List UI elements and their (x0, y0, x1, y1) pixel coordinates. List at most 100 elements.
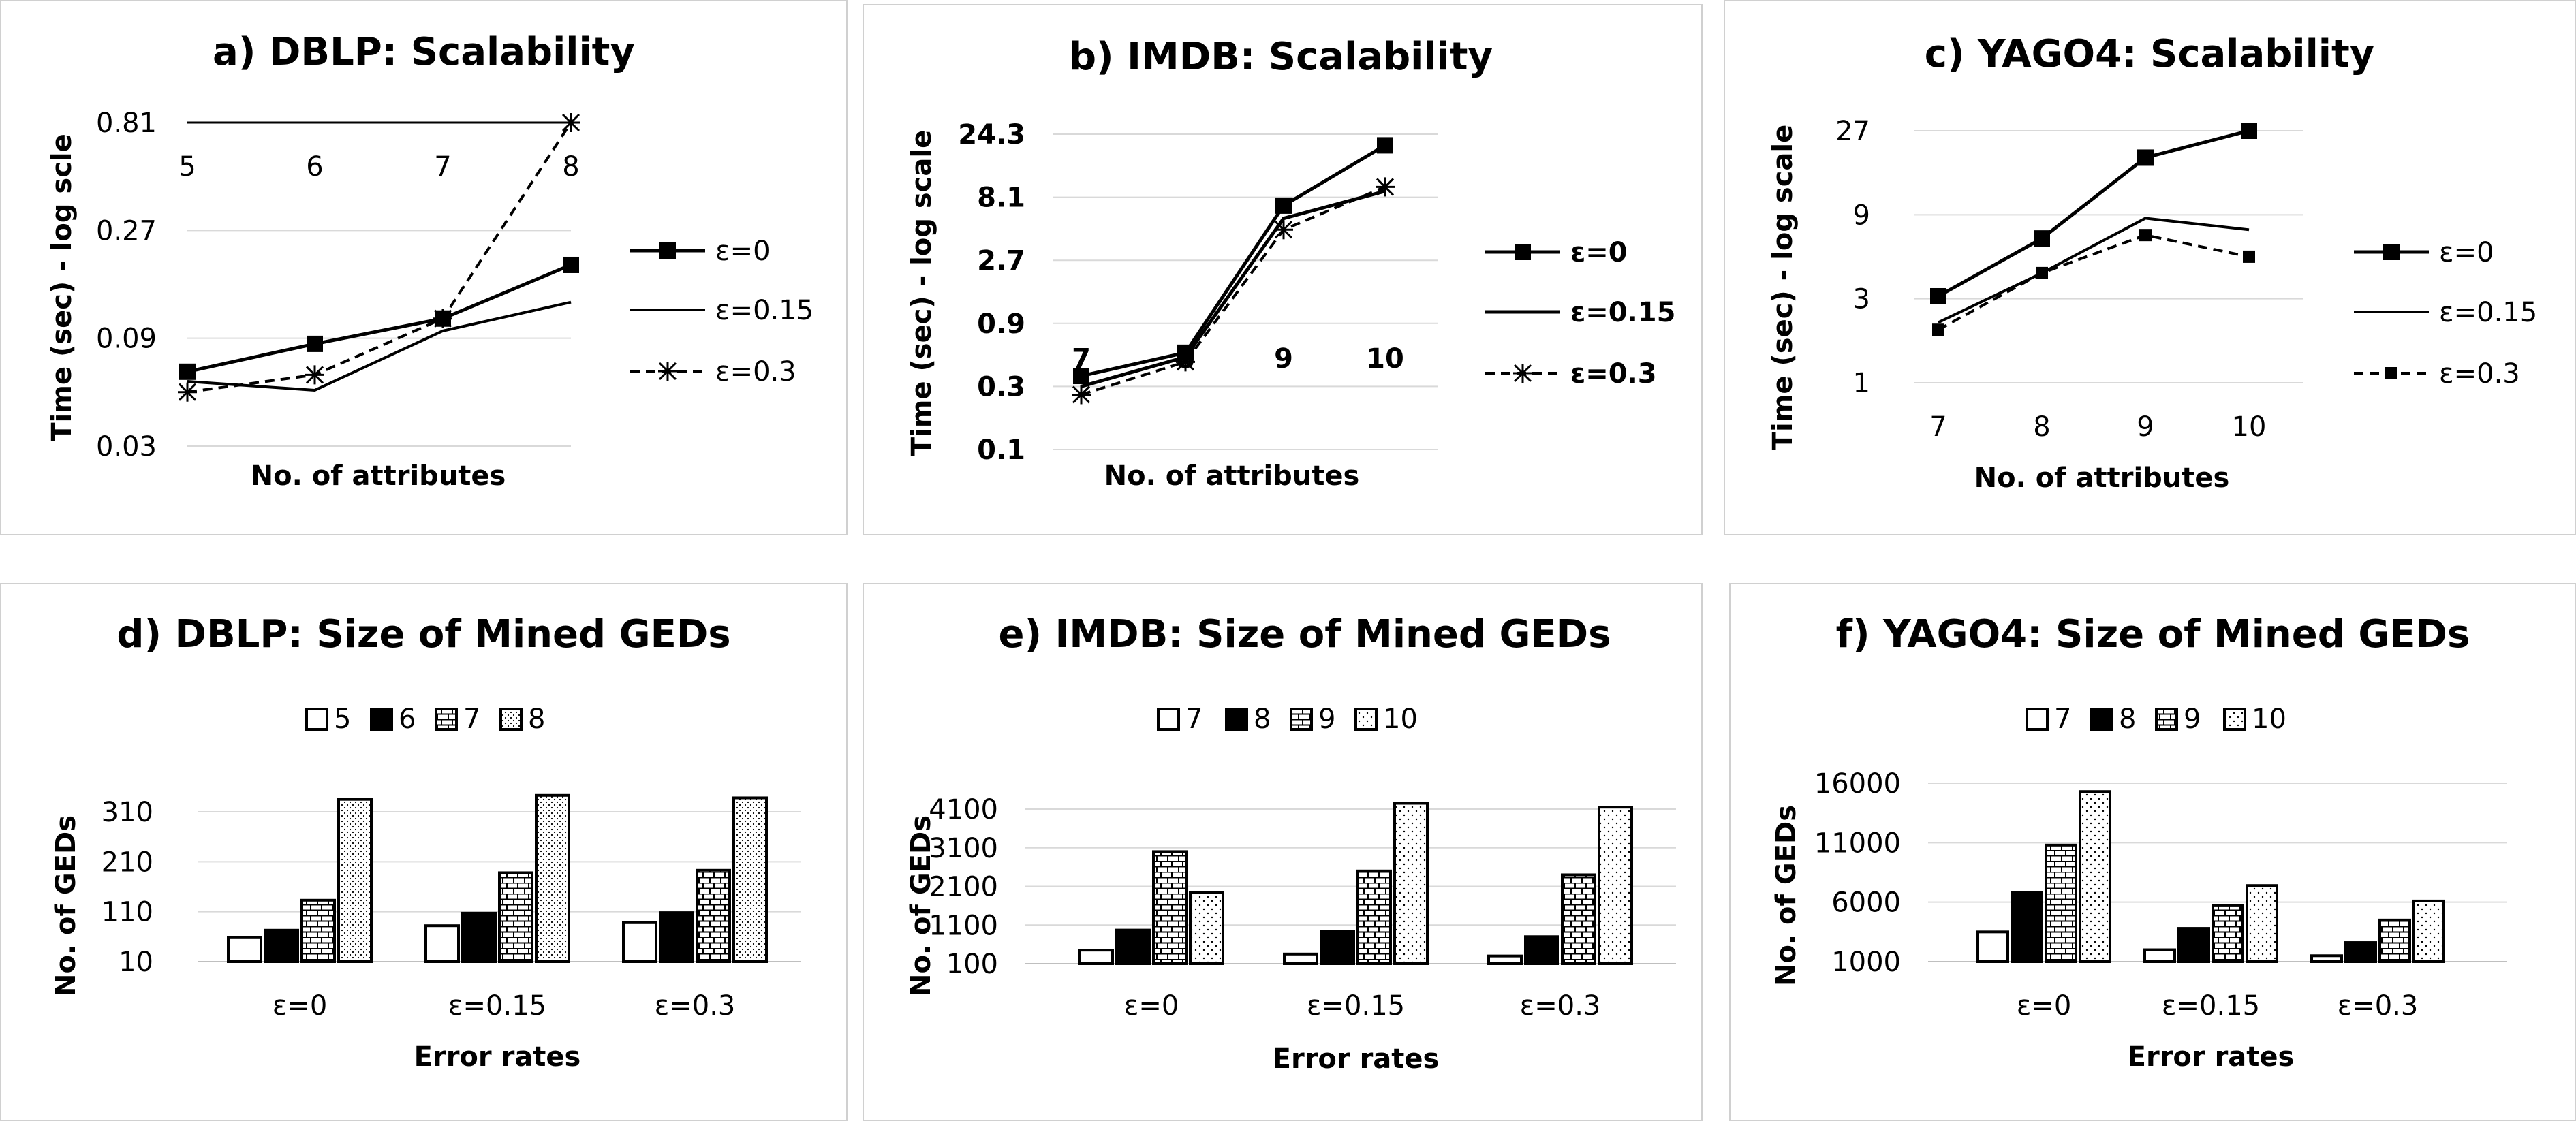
chart-e-bar (1078, 949, 1114, 965)
chart-a-legend-marker (659, 242, 676, 259)
chart-e-bar (1283, 952, 1318, 965)
chart-d-xlabel: Error rates (414, 1041, 581, 1073)
chart-c-point (1930, 287, 1946, 304)
chart-c-ytick: 9 (1853, 200, 1870, 231)
chart-d-bar (227, 936, 262, 964)
chart-c-series-line (1937, 129, 2250, 298)
chart-f-xtick: ε=0 (2017, 990, 2072, 1022)
chart-b-series-line (1081, 144, 1386, 378)
chart-e-bar (1524, 935, 1559, 966)
chart-c-legend-marker (2385, 367, 2397, 379)
chart-f-legend-label: 7 (2054, 704, 2071, 735)
chart-f-bar (2310, 954, 2343, 964)
chart-e-bar (1189, 891, 1224, 965)
chart-d-bar (461, 911, 497, 964)
chart-c-xtick: 8 (2033, 411, 2050, 443)
chart-b-point (1176, 352, 1195, 372)
chart-e-title: e) IMDB: Size of Mined GEDs (998, 612, 1611, 657)
chart-d-legend-label: 8 (528, 704, 545, 735)
chart-b-legend-label: ε=0.15 (1570, 297, 1675, 328)
chart-f-bar (2045, 843, 2077, 963)
chart-b-xtick: 10 (1366, 343, 1404, 375)
chart-c: 1 3 9 27 7 8 9 10 ε=0 ε=0.15 ε=0.3 (1835, 116, 2537, 443)
chart-e-legend-swatch (1354, 708, 1378, 731)
chart-d-legend-label: 7 (463, 704, 480, 735)
chart-d-ytick: 110 (102, 897, 153, 928)
chart-a-point (305, 365, 324, 385)
chart-f-bar (1976, 930, 2009, 964)
chart-f-xtick: ε=0.3 (2338, 990, 2419, 1022)
chart-c-legend-marker (2383, 244, 2400, 260)
chart-e-xtick: ε=0 (1124, 990, 1179, 1022)
chart-f: 1000 6000 11000 16000 ε=0 ε=0.15 ε=0.3 7 8 9 10 (1814, 704, 2507, 1022)
chart-f-legend-swatch (2090, 708, 2113, 731)
chart-d-bar (622, 921, 657, 964)
chart-e-ytick: 100 (946, 949, 998, 980)
chart-e-legend-label: 7 (1185, 704, 1202, 735)
chart-d-bar (337, 798, 373, 963)
chart-b-legend-marker (1513, 364, 1532, 383)
chart-b: 0.10.30.92.78.124.378910ε=0ε=0.15ε=0.3 (958, 119, 1675, 466)
chart-b-xlabel: No. of attributes (1104, 460, 1360, 492)
chart-a-ytick: 0.03 (96, 431, 157, 462)
chart-b-legend-marker (1515, 244, 1531, 260)
chart-c-ytick: 27 (1835, 116, 1870, 147)
chart-a-point (433, 309, 452, 328)
chart-a-xlabel: No. of attributes (251, 460, 506, 492)
chart-c-point (1932, 323, 1944, 336)
chart-b-point (1274, 220, 1293, 240)
chart-e-legend-label: 8 (1254, 704, 1271, 735)
chart-f-bar (2344, 941, 2377, 964)
chart-c-series-line (1938, 234, 2250, 331)
chart-e-bar (1393, 802, 1429, 966)
chart-d-bar (498, 871, 533, 964)
chart-b-legend-label: ε=0.3 (1570, 358, 1657, 390)
chart-e-bar (1356, 869, 1392, 966)
chart-b-point (1073, 368, 1089, 385)
chart-e-xtick: ε=0.3 (1520, 990, 1601, 1022)
chart-d-ytick: 310 (102, 797, 153, 828)
chart-a-legend-label: ε=0.15 (715, 295, 813, 326)
chart-e-ylabel: No. of GEDs (905, 815, 937, 996)
chart-d-bar (535, 793, 570, 964)
chart-f-ytick: 16000 (1814, 768, 1901, 800)
chart-d-bar (264, 928, 299, 964)
chart-b-ytick: 8.1 (977, 183, 1025, 214)
chart-f-bar (2079, 790, 2111, 964)
chart-d-xtick: ε=0 (273, 990, 328, 1022)
chart-d-ylabel: No. of GEDs (50, 815, 82, 996)
chart-f-legend-label: 10 (2252, 704, 2286, 735)
chart-c-title: c) YAGO4: Scalability (1925, 32, 2375, 76)
chart-f-bar (2246, 884, 2278, 964)
chart-c-legend-label: ε=0.15 (2439, 297, 2537, 328)
chart-a-title: a) DBLP: Scalability (213, 30, 635, 74)
chart-a-xtick: 7 (434, 151, 451, 183)
chart-a-xtick: 5 (179, 151, 196, 183)
chart-e-xtick: ε=0.15 (1307, 990, 1405, 1022)
chart-f-title: f) YAGO4: Size of Mined GEDs (1836, 612, 2470, 657)
chart-f-bar (2011, 891, 2043, 964)
chart-a-legend-marker (658, 362, 677, 381)
chart-d-bar (732, 796, 768, 964)
chart-d-bar (659, 911, 694, 963)
chart-a-ylabel: Time (sec) - log scle (46, 133, 78, 441)
chart-d-xtick: ε=0.15 (448, 990, 546, 1022)
chart-e-bar (1598, 806, 1633, 965)
chart-e-ytick: 3100 (929, 833, 998, 864)
chart-f-legend-label: 9 (2184, 704, 2201, 735)
chart-a-point (563, 256, 579, 273)
chart-b-legend-label: ε=0 (1570, 237, 1628, 268)
chart-e-legend-swatch (1225, 708, 1248, 731)
chart-c-xtick: 9 (2137, 411, 2154, 443)
chart-f-bar (2143, 948, 2176, 963)
chart-b-xtick: 9 (1274, 343, 1293, 375)
chart-c-xlabel: No. of attributes (1974, 462, 2230, 494)
chart-f-xtick: ε=0.15 (2162, 990, 2260, 1022)
chart-e-legend-label: 9 (1318, 704, 1335, 735)
chart-b-ytick: 0.9 (977, 309, 1025, 340)
chart-d-legend-swatch (435, 708, 458, 731)
chart-b-ytick: 2.7 (977, 245, 1025, 277)
chart-c-point (2243, 250, 2255, 263)
panel-d (0, 583, 848, 1121)
